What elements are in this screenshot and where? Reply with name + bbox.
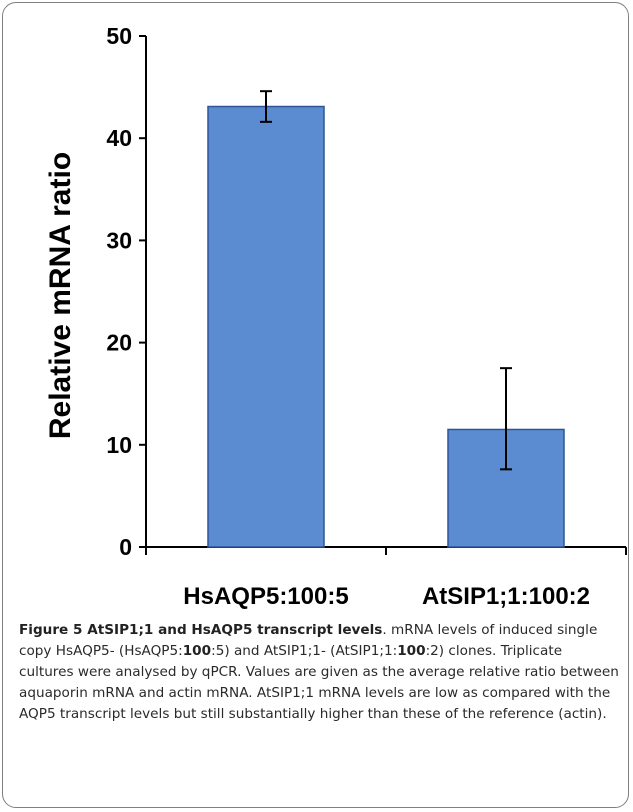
y-tick-label: 0 — [119, 534, 132, 560]
x-axis — [145, 546, 627, 555]
y-axis: 0 10 20 30 40 50 — [106, 23, 147, 560]
bar-chart: 0 10 20 30 40 50 HsAQP5:100:5 AtSIP1;1:100:2 R… — [44, 23, 627, 610]
bar — [207, 105, 325, 548]
y-tick-label: 40 — [106, 125, 132, 151]
caption-text-3: :2) clones. Triplicate cultures were ana… — [19, 643, 619, 722]
category-label: AtSIP1;1:100:2 — [422, 583, 590, 610]
y-tick-label: 30 — [106, 227, 132, 253]
y-tick-label: 50 — [106, 23, 132, 49]
figure-caption: Figure 5 AtSIP1;1 and HsAQP5 transcript … — [19, 620, 619, 725]
error-bars — [260, 90, 512, 471]
category-labels: HsAQP5:100:5 AtSIP1;1:100:2 — [183, 583, 590, 610]
category-label: HsAQP5:100:5 — [183, 583, 348, 610]
caption-text-2: :5) and AtSIP1;1- (AtSIP1;1: — [211, 643, 398, 659]
caption-title: Figure 5 AtSIP1;1 and HsAQP5 transcript … — [19, 622, 383, 638]
caption-text-1: . mRNA levels of induced single copy HsA… — [19, 622, 598, 659]
bars — [207, 105, 565, 548]
y-tick-label: 10 — [106, 432, 132, 458]
caption-bold-2: 100 — [397, 643, 426, 659]
y-axis-label: Relative mRNA ratio — [44, 152, 77, 439]
y-tick-label: 20 — [106, 330, 132, 356]
caption-bold-1: 100 — [182, 643, 212, 659]
